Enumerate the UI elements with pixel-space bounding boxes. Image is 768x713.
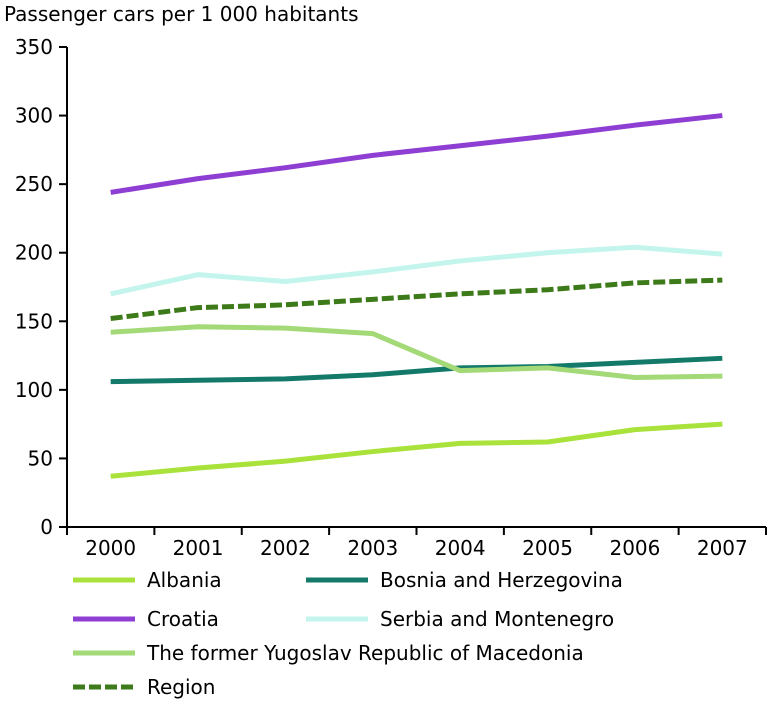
series-line-the-former-yugoslav-republic-of-macedonia <box>110 324 723 381</box>
x-tick-label: 2003 <box>347 536 398 560</box>
x-tick-label: 2002 <box>260 536 311 560</box>
series-line-serbia-and-montenegro <box>110 244 723 297</box>
series-line-albania <box>110 421 723 479</box>
legend-swatch-albania <box>73 577 135 583</box>
x-tick-label: 2007 <box>697 536 748 560</box>
legend-item-albania: Albania <box>73 568 222 592</box>
legend-label: The former Yugoslav Republic of Macedoni… <box>147 641 584 665</box>
x-tick-label: 2006 <box>609 536 660 560</box>
legend-item-the-former-yugoslav-republic-of-macedonia: The former Yugoslav Republic of Macedoni… <box>73 641 584 665</box>
y-axis-ticks: 0 50 100 150 200 250 300 350 <box>15 35 67 539</box>
series-line-bosnia-and-herzegovina <box>110 355 723 385</box>
series-lines <box>110 113 723 479</box>
legend-swatch-croatia <box>73 616 135 622</box>
legend-label: Serbia and Montenegro <box>380 607 615 631</box>
legend-label: Albania <box>147 568 222 592</box>
y-tick-label: 250 <box>15 172 53 196</box>
legend-swatch-region <box>73 684 135 690</box>
y-tick-label: 0 <box>40 515 53 539</box>
x-axis-ticks: 2000 2001 2002 2003 2004 2005 2006 2007 <box>66 527 767 560</box>
legend-label: Bosnia and Herzegovina <box>380 568 623 592</box>
legend-swatch-serbia-and-montenegro <box>306 616 368 622</box>
y-tick-label: 50 <box>28 446 53 470</box>
legend-item-region: Region <box>73 675 215 699</box>
legend-item-serbia-and-montenegro: Serbia and Montenegro <box>306 607 614 631</box>
x-tick-label: 2000 <box>85 536 136 560</box>
y-tick-label: 150 <box>15 309 53 333</box>
chart-axes <box>66 47 766 528</box>
y-tick-label: 100 <box>15 378 53 402</box>
x-tick-label: 2005 <box>522 536 573 560</box>
series-line-croatia <box>110 113 723 195</box>
legend-label: Region <box>147 675 216 699</box>
legend-label: Croatia <box>147 607 219 631</box>
legend-item-bosnia-and-herzegovina: Bosnia and Herzegovina <box>306 568 623 592</box>
series-line-region <box>110 277 723 322</box>
y-tick-label: 300 <box>15 104 53 128</box>
legend-item-croatia: Croatia <box>73 607 219 631</box>
y-axis-label: Passenger cars per 1 000 habitants <box>4 2 359 26</box>
y-tick-label: 200 <box>15 241 53 265</box>
legend-swatch-bosnia-and-herzegovina <box>306 577 368 583</box>
x-tick-label: 2001 <box>173 536 224 560</box>
y-tick-label: 350 <box>15 35 53 59</box>
x-tick-label: 2004 <box>435 536 486 560</box>
legend-swatch-the-former-yugoslav-republic-of-macedonia <box>73 650 135 656</box>
